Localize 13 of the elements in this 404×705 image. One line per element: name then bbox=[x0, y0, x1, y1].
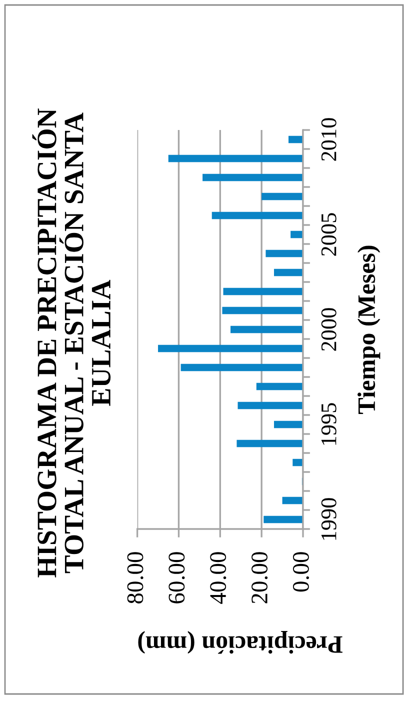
x-tick-label: 20.00 bbox=[252, 552, 268, 604]
x-tick-label: 80.00 bbox=[127, 552, 144, 604]
y-axis-title: Tiempo (Meses) bbox=[358, 246, 380, 414]
text: HISTOGRAMA DE PRECIPITACIÓN TOTAL ANUAL - ESTACIÓN SANTA EULALIA bbox=[32, 108, 111, 578]
y-tick-label: 2010 bbox=[321, 118, 336, 161]
x-tick-label: 0.00 bbox=[292, 552, 310, 592]
y-tick-label: 1995 bbox=[321, 403, 336, 445]
x-axis-title: Precipitación (mm) bbox=[138, 631, 342, 654]
y-tick-label: 2005 bbox=[321, 213, 336, 256]
y-tick-label: 2000 bbox=[321, 308, 336, 351]
x-tick-label: 60.00 bbox=[168, 552, 185, 604]
x-tick-label: 40.00 bbox=[210, 552, 226, 604]
y-tick-label: 1990 bbox=[321, 498, 336, 540]
